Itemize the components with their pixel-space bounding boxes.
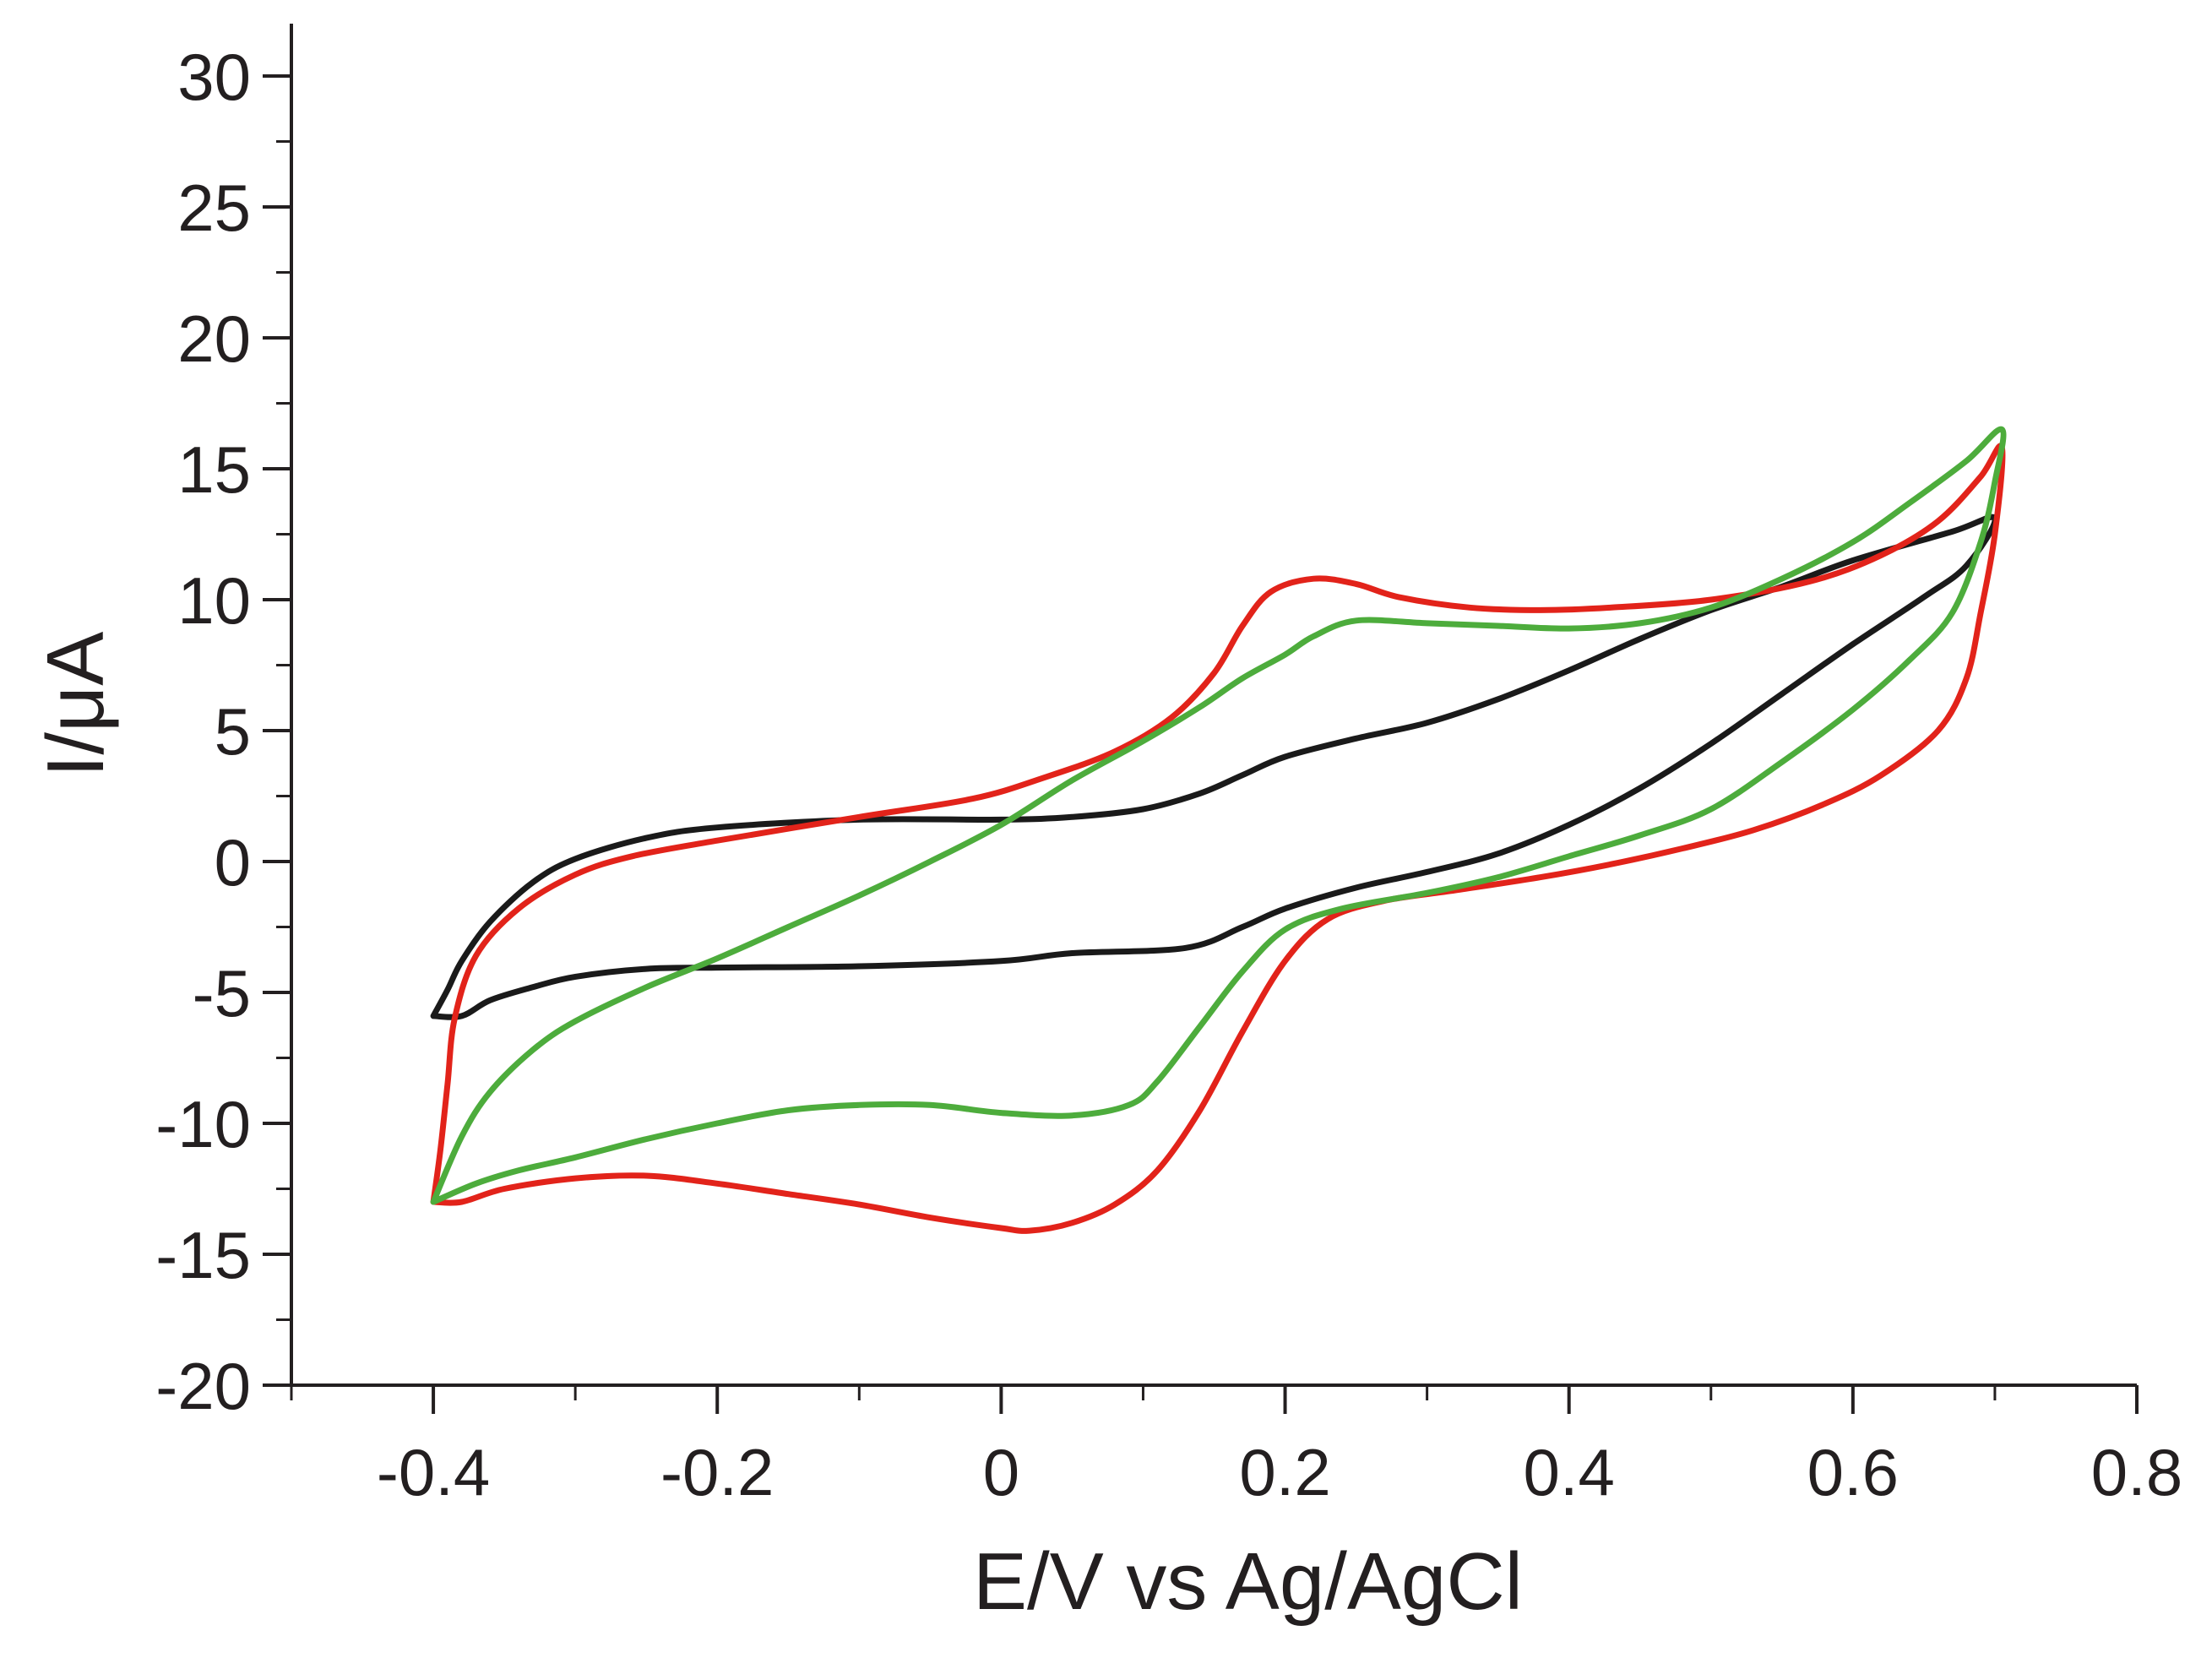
axes-layer: -20 -15 -10 -5 0 5 10 15 20 25 30 -0.4 -0.2 0 0.2 0.4 0.…: [155, 24, 2182, 1509]
y-tick-label: 30: [177, 40, 251, 114]
y-tick-label: -20: [155, 1349, 251, 1423]
ticks-layer: -20 -15 -10 -5 0 5 10 15 20 25 30 -0.4 -0.2 0 0.2 0.4 0.…: [155, 40, 2182, 1509]
series-layer: [430, 426, 2007, 1234]
y-tick-label: 5: [215, 694, 251, 769]
series-line-green: [430, 426, 2007, 1205]
series-line-red: [430, 443, 2006, 1234]
x-tick-label: 0: [983, 1435, 1019, 1509]
y-tick-label: -10: [155, 1087, 251, 1161]
x-axis-title: E/V vs Ag/AgCl: [973, 1536, 1523, 1627]
x-tick-label: -0.4: [377, 1435, 490, 1509]
y-tick-label: -5: [193, 956, 251, 1030]
x-tick-label: 0.6: [1807, 1435, 1899, 1509]
y-tick-label: 0: [215, 825, 251, 900]
y-tick-label: 10: [177, 563, 251, 638]
x-tick-label: 0.4: [1523, 1435, 1614, 1509]
y-axis-title: I/μA: [30, 632, 121, 778]
y-tick-label: 15: [177, 432, 251, 507]
y-tick-label: 20: [177, 302, 251, 376]
y-tick-label: 25: [177, 171, 251, 245]
x-tick-label: -0.2: [660, 1435, 774, 1509]
x-tick-label: 0.8: [2091, 1435, 2182, 1509]
y-tick-label: -15: [155, 1218, 251, 1292]
x-tick-label: 0.2: [1239, 1435, 1330, 1509]
